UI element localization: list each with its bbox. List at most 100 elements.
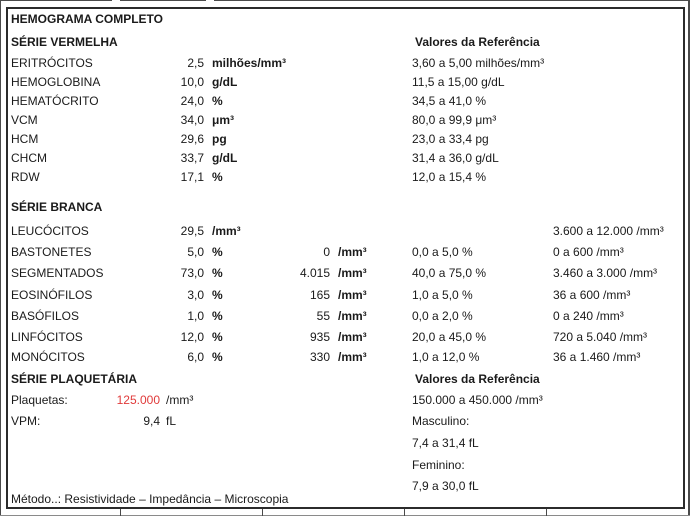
param-reference: 11,5 a 15,00 g/dL (412, 75, 505, 89)
lab-row-eosinofilos: EOSINÓFILOS 3,0 % 165 /mm³ 1,0 a 5,0 % 3… (8, 287, 683, 303)
reference-line-row: 7,9 a 30,0 fL (8, 478, 683, 494)
param-absolute-unit: /mm³ (338, 350, 367, 364)
param-value: 73,0 (180, 266, 204, 280)
param-reference-percent: 20,0 a 45,0 % (412, 330, 487, 344)
param-value: 29,5 (180, 224, 204, 238)
param-reference-line: Masculino: (412, 414, 470, 428)
white-series-header-row: SÉRIE BRANCA (8, 199, 683, 215)
red-series-header: SÉRIE VERMELHA (11, 35, 118, 49)
param-absolute-unit: /mm³ (338, 266, 367, 280)
param-value: 17,1 (180, 170, 204, 184)
lab-row-linfocitos: LINFÓCITOS 12,0 % 935 /mm³ 20,0 a 45,0 %… (8, 329, 683, 345)
platelets-value-flagged: 125.000 (116, 393, 160, 407)
param-unit: g/dL (212, 75, 238, 89)
lab-row-segmentados: SEGMENTADOS 73,0 % 4.015 /mm³ 40,0 a 75,… (8, 265, 683, 281)
param-value: 1,0 (187, 309, 204, 323)
param-unit: μm³ (212, 113, 235, 127)
param-reference: 23,0 a 33,4 pg (412, 132, 489, 146)
red-series-header-row: SÉRIE VERMELHA Valores da Referência (8, 34, 683, 50)
param-unit: % (212, 330, 223, 344)
param-absolute-value: 55 (316, 309, 330, 323)
lab-row-plaquetas: Plaquetas: 125.000 /mm³ 150.000 a 450.00… (8, 392, 683, 408)
param-name: MONÓCITOS (11, 350, 85, 364)
param-reference-line: Feminino: (412, 458, 465, 472)
param-reference: 12,0 a 15,4 % (412, 170, 487, 184)
param-unit: % (212, 350, 223, 364)
table-column-tick (262, 509, 263, 516)
param-absolute-value: 4.015 (299, 266, 330, 280)
param-absolute-unit: /mm³ (338, 245, 367, 259)
param-unit: % (212, 288, 223, 302)
outer-top-line-segment (120, 0, 206, 1)
report-border-box: HEMOGRAMA COMPLETO SÉRIE VERMELHA Valore… (6, 7, 685, 509)
param-name: HEMOGLOBINA (11, 75, 101, 89)
param-name: RDW (11, 170, 40, 184)
lab-row-eritrocitos: ERITRÓCITOS 2,5 milhões/mm³ 3,60 a 5,00 … (8, 55, 683, 71)
white-series-header: SÉRIE BRANCA (11, 200, 103, 214)
param-value: 6,0 (187, 350, 204, 364)
lab-row-rdw: RDW 17,1 % 12,0 a 15,4 % (8, 169, 683, 185)
param-reference: 3,60 a 5,00 milhões/mm³ (412, 56, 545, 70)
param-unit: pg (212, 132, 227, 146)
report-title-row: HEMOGRAMA COMPLETO (8, 11, 683, 27)
param-value: 2,5 (187, 56, 204, 70)
param-absolute-value: 935 (309, 330, 330, 344)
reference-values-header: Valores da Referência (415, 372, 540, 386)
param-reference-absolute: 36 a 1.460 /mm³ (553, 350, 641, 364)
param-absolute-unit: /mm³ (338, 288, 367, 302)
param-reference-absolute: 3.600 a 12.000 /mm³ (553, 224, 664, 238)
param-reference-percent: 0,0 a 2,0 % (412, 309, 473, 323)
param-value: 12,0 (180, 330, 204, 344)
param-reference-line: 7,9 a 30,0 fL (412, 479, 479, 493)
param-reference-line: 7,4 a 31,4 fL (412, 436, 479, 450)
lab-row-leucocitos: LEUCÓCITOS 29,5 /mm³ 3.600 a 12.000 /mm³ (8, 223, 683, 239)
param-unit: fL (166, 414, 177, 428)
table-column-tick (546, 509, 547, 516)
param-reference-percent: 1,0 a 5,0 % (412, 288, 473, 302)
param-name: LINFÓCITOS (11, 330, 83, 344)
param-absolute-value: 0 (323, 245, 330, 259)
param-name: EOSINÓFILOS (11, 288, 93, 302)
param-name: ERITRÓCITOS (11, 56, 93, 70)
param-value: 33,7 (180, 151, 204, 165)
outer-left-line (0, 0, 1, 516)
param-unit: % (212, 245, 223, 259)
param-name: VCM (11, 113, 38, 127)
param-absolute-unit: /mm³ (338, 330, 367, 344)
lab-row-basofilos: BASÓFILOS 1,0 % 55 /mm³ 0,0 a 2,0 % 0 a … (8, 308, 683, 324)
param-value: 10,0 (180, 75, 204, 89)
param-name: HEMATÓCRITO (11, 94, 99, 108)
method-row: Método..: Resistividade – Impedância – M… (8, 491, 683, 507)
param-reference: 31,4 a 36,0 g/dL (412, 151, 499, 165)
param-unit: milhões/mm³ (212, 56, 287, 70)
param-name: BASTONETES (11, 245, 92, 259)
param-value: 5,0 (187, 245, 204, 259)
param-reference: 150.000 a 450.000 /mm³ (412, 393, 543, 407)
method-line: Método..: Resistividade – Impedância – M… (11, 492, 289, 506)
param-name: VPM: (11, 414, 41, 428)
param-unit: % (212, 266, 223, 280)
param-reference: 80,0 a 99,9 μm³ (412, 113, 497, 127)
param-reference-absolute: 3.460 a 3.000 /mm³ (553, 266, 658, 280)
param-reference-absolute: 36 a 600 /mm³ (553, 288, 631, 302)
param-name: HCM (11, 132, 39, 146)
param-unit: g/dL (212, 151, 238, 165)
table-column-tick (404, 509, 405, 516)
param-value: 3,0 (187, 288, 204, 302)
outer-right-line (688, 0, 690, 516)
param-value: 9,4 (143, 414, 160, 428)
param-unit: /mm³ (212, 224, 241, 238)
lab-row-chcm: CHCM 33,7 g/dL 31,4 a 36,0 g/dL (8, 150, 683, 166)
param-value: 24,0 (180, 94, 204, 108)
outer-top-line-segment (214, 0, 690, 1)
lab-row-vpm: VPM: 9,4 fL Masculino: (8, 413, 683, 429)
reference-line-row: Feminino: (8, 457, 683, 473)
param-absolute-value: 330 (309, 350, 330, 364)
param-unit: % (212, 309, 223, 323)
outer-top-line-segment (0, 0, 112, 1)
param-name: Plaquetas: (11, 393, 68, 407)
param-unit: % (212, 94, 223, 108)
param-absolute-unit: /mm³ (338, 309, 367, 323)
param-name: LEUCÓCITOS (11, 224, 89, 238)
